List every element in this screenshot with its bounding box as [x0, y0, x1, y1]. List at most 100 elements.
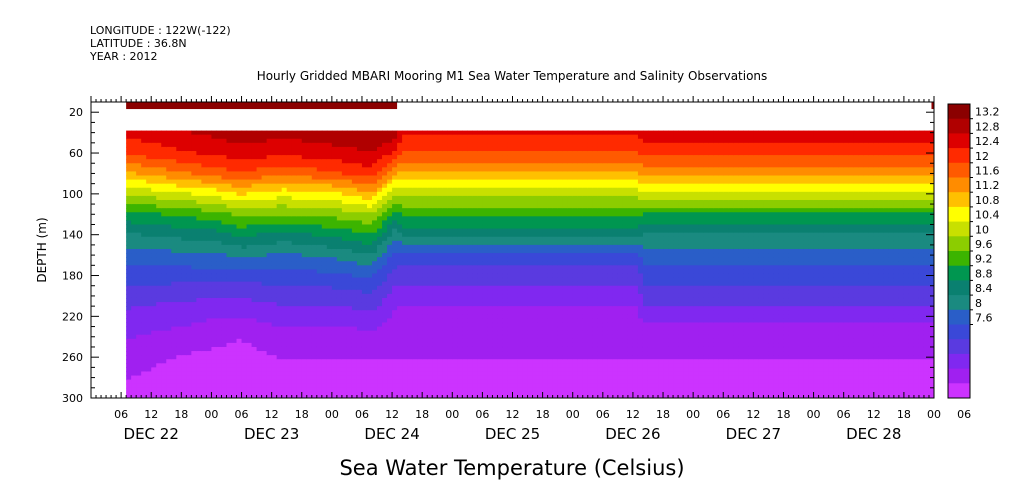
heatmap-cell — [166, 351, 172, 356]
heatmap-cell — [181, 150, 187, 156]
heatmap-cell — [457, 334, 463, 340]
heatmap-cell — [492, 159, 499, 164]
heatmap-cell — [447, 318, 453, 324]
heatmap-cell — [407, 334, 413, 340]
heatmap-cell — [126, 232, 132, 238]
heatmap-cell — [462, 297, 468, 303]
heatmap-cell — [331, 383, 338, 389]
heatmap-cell — [346, 269, 353, 275]
heatmap-cell — [377, 191, 383, 197]
heatmap-cell — [191, 195, 197, 201]
heatmap-cell — [241, 342, 248, 348]
heatmap-cell — [326, 326, 333, 332]
heatmap-cell — [291, 334, 298, 340]
heatmap-cell — [467, 204, 473, 209]
heatmap-cell — [407, 171, 413, 177]
heatmap-cell — [201, 269, 208, 275]
heatmap-cell — [497, 187, 504, 193]
heatmap-cell — [427, 183, 433, 189]
heatmap-cell — [447, 367, 453, 373]
heatmap-cell — [176, 167, 182, 173]
heatmap-cell — [281, 314, 288, 319]
heatmap-cell — [296, 208, 303, 213]
heatmap-cell — [241, 212, 248, 217]
heatmap-cell — [316, 265, 323, 270]
heatmap-cell — [261, 293, 268, 299]
heatmap-cell — [336, 155, 343, 160]
heatmap-cell — [372, 302, 378, 307]
heatmap-cell — [412, 167, 418, 173]
heatmap-cell — [306, 199, 313, 205]
heatmap-cell — [326, 171, 333, 177]
heatmap-cell — [497, 224, 504, 230]
heatmap-cell — [397, 240, 403, 246]
heatmap-cell — [432, 253, 438, 258]
heatmap-cell — [126, 191, 132, 197]
heatmap-cell — [356, 150, 363, 156]
heatmap-cell — [191, 224, 197, 230]
heatmap-cell — [447, 163, 453, 168]
heatmap-cell — [311, 224, 318, 230]
heatmap-cell — [372, 220, 378, 226]
heatmap-cell — [447, 302, 453, 307]
heatmap-cell — [502, 159, 509, 164]
heatmap-cell — [171, 379, 177, 385]
heatmap-cell — [156, 130, 162, 136]
heatmap-cell — [477, 179, 483, 185]
heatmap-cell — [351, 187, 358, 193]
heatmap-cell — [447, 199, 453, 205]
heatmap-cell — [402, 146, 408, 152]
heatmap-cell — [246, 355, 253, 360]
heatmap-cell — [437, 187, 443, 193]
heatmap-cell — [356, 342, 363, 348]
heatmap-cell — [131, 155, 137, 160]
heatmap-cell — [186, 359, 192, 364]
heatmap-cell — [191, 240, 197, 246]
heatmap-cell — [402, 261, 408, 266]
heatmap-cell — [171, 199, 177, 205]
heatmap-cell — [311, 167, 318, 173]
surface-temperature-bar-end — [931, 102, 934, 110]
heatmap-cell — [186, 224, 192, 230]
heatmap-cell — [377, 314, 383, 319]
heatmap-cell — [472, 363, 478, 368]
heatmap-cell — [306, 187, 313, 193]
heatmap-cell — [482, 212, 489, 217]
heatmap-cell — [467, 322, 473, 328]
heatmap-cell — [356, 322, 363, 328]
heatmap-cell — [432, 228, 438, 234]
heatmap-cell — [321, 273, 328, 279]
heatmap-cell — [176, 371, 182, 377]
heatmap-cell — [261, 297, 268, 303]
heatmap-cell — [266, 375, 273, 381]
heatmap-cell — [497, 142, 504, 148]
heatmap-cell — [136, 297, 142, 303]
heatmap-cell — [452, 375, 458, 381]
heatmap-cell — [356, 367, 363, 373]
heatmap-cell — [181, 289, 187, 295]
heatmap-cell — [427, 342, 433, 348]
heatmap-cell — [291, 212, 298, 217]
heatmap-cell — [256, 387, 263, 393]
heatmap-cell — [412, 302, 418, 307]
heatmap-cell — [161, 379, 167, 385]
heatmap-cell — [442, 195, 448, 201]
heatmap-cell — [427, 391, 433, 397]
heatmap-cell — [241, 240, 248, 246]
heatmap-cell — [311, 326, 318, 332]
heatmap-cell — [442, 134, 448, 140]
heatmap-cell — [166, 163, 172, 168]
heatmap-cell — [176, 224, 182, 230]
heatmap-cell — [356, 318, 363, 324]
heatmap-cell — [452, 208, 458, 213]
heatmap-cell — [131, 318, 137, 324]
heatmap-cell — [281, 228, 288, 234]
heatmap-cell — [186, 146, 192, 152]
heatmap-cell — [457, 134, 463, 140]
heatmap-cell — [161, 179, 167, 185]
heatmap-cell — [276, 134, 283, 140]
heatmap-cell — [422, 216, 428, 221]
heatmap-cell — [216, 346, 223, 352]
heatmap-cell — [452, 285, 458, 291]
heatmap-cell — [321, 216, 328, 221]
